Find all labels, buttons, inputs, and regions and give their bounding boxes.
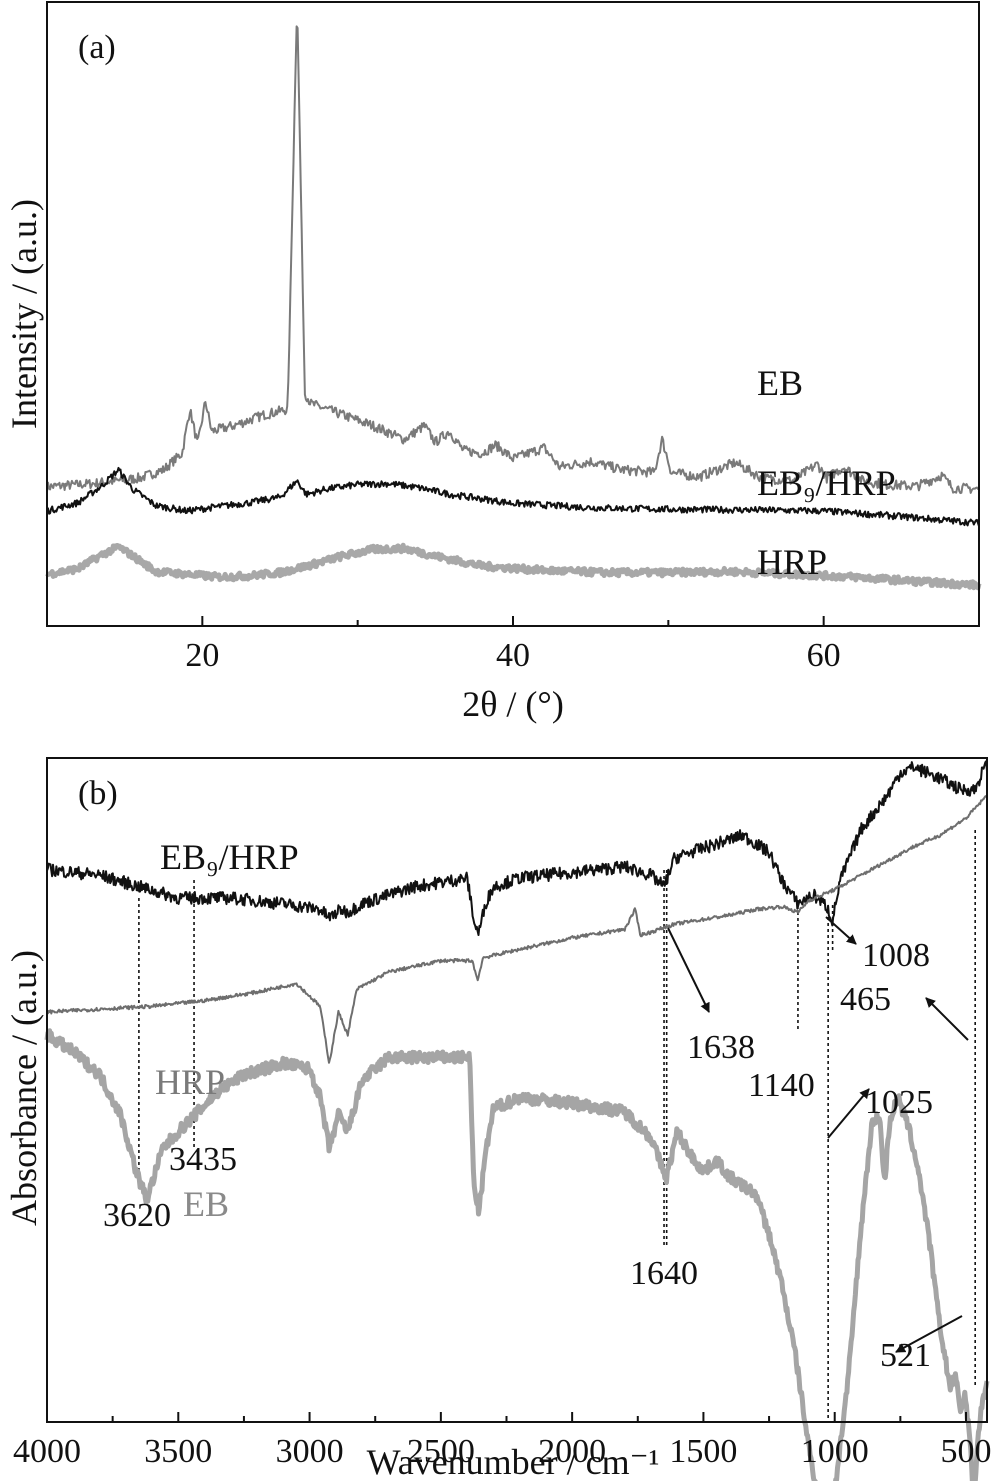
series-label-eb-b: EB	[183, 1184, 229, 1224]
peak-label-3620: 3620	[103, 1197, 171, 1234]
peak-label-1025: 1025	[865, 1084, 933, 1121]
panel-b-x-axis-title: Wavenumber / cm⁻¹	[367, 1442, 660, 1481]
panel-a-xrd: 20 40 60 (a) 2θ / (°) Intensity / (a.u.) E…	[4, 1, 982, 724]
arrow-1008	[825, 916, 857, 945]
panel-b-x-tick-label-1500: 1500	[669, 1433, 737, 1470]
panel-b-x-tick-label-500: 500	[940, 1433, 991, 1470]
panel-b-ftir: 4000 3500 3000 2500 2000 1500 1000 500 (b) Wave…	[4, 757, 991, 1481]
panel-a-x-ticks: 20 40 60	[46, 616, 980, 674]
peak-label-1640: 1640	[630, 1255, 698, 1292]
panel-b-frame	[46, 757, 988, 1423]
arrow-521	[895, 1315, 963, 1353]
peak-label-1140: 1140	[748, 1067, 815, 1104]
panel-b-series	[44, 760, 990, 1481]
panel-a-x-tick-label-20: 20	[185, 637, 219, 674]
panel-b-x-tick-label-2000: 2000	[538, 1433, 606, 1470]
panel-a-series	[45, 25, 982, 591]
series-label-eb9hrp-a: EB₉/HRP	[757, 463, 896, 503]
panel-b-series-line-ebhrp	[46, 760, 988, 936]
panel-b-y-axis-title: Absorbance / (a.u.)	[4, 950, 44, 1226]
panel-a-series-line-ebhrp	[46, 466, 980, 527]
panel-b-x-tick-label-3500: 3500	[144, 1433, 212, 1470]
panel-b-x-tick-label-2500: 2500	[407, 1433, 475, 1470]
panel-a-label: (a)	[78, 29, 116, 66]
series-label-hrp-a: HRP	[757, 542, 827, 582]
series-label-eb-a: EB	[757, 363, 803, 403]
panel-b-peak-guides	[138, 830, 976, 1420]
series-label-eb9hrp-b: EB₉/HRP	[160, 837, 299, 877]
panel-a-x-tick-label-40: 40	[496, 637, 530, 674]
panel-a-y-axis-title: Intensity / (a.u.)	[4, 199, 44, 429]
peak-label-521: 521	[880, 1337, 931, 1374]
arrow-1638	[667, 927, 710, 1013]
peak-label-465: 465	[840, 981, 891, 1018]
peak-label-1638: 1638	[687, 1029, 755, 1066]
peak-label-3435: 3435	[169, 1141, 237, 1178]
panel-b-x-ticks: 4000 3500 3000 2500 2000 1500 1000 500	[13, 1412, 991, 1470]
panel-a-x-tick-label-60: 60	[807, 637, 841, 674]
peak-label-1008: 1008	[862, 937, 930, 974]
panel-b-x-tick-label-1000: 1000	[801, 1433, 869, 1470]
panel-b-series-line-eb	[44, 1028, 990, 1481]
panel-b-x-tick-label-3000: 3000	[276, 1433, 344, 1470]
panel-b-x-tick-label-4000: 4000	[13, 1433, 81, 1470]
panel-a-x-axis-title: 2θ / (°)	[462, 684, 564, 724]
panel-b-label: (b)	[78, 775, 118, 812]
panel-b-series-line-hrp	[46, 795, 988, 1064]
arrow-465	[925, 997, 969, 1041]
panel-a-frame	[46, 1, 980, 627]
panel-a-series-line-eb	[46, 25, 980, 495]
arrow-1025	[827, 1088, 870, 1139]
panel-a-series-line-hrp	[45, 542, 982, 591]
series-label-hrp-b: HRP	[155, 1062, 225, 1102]
